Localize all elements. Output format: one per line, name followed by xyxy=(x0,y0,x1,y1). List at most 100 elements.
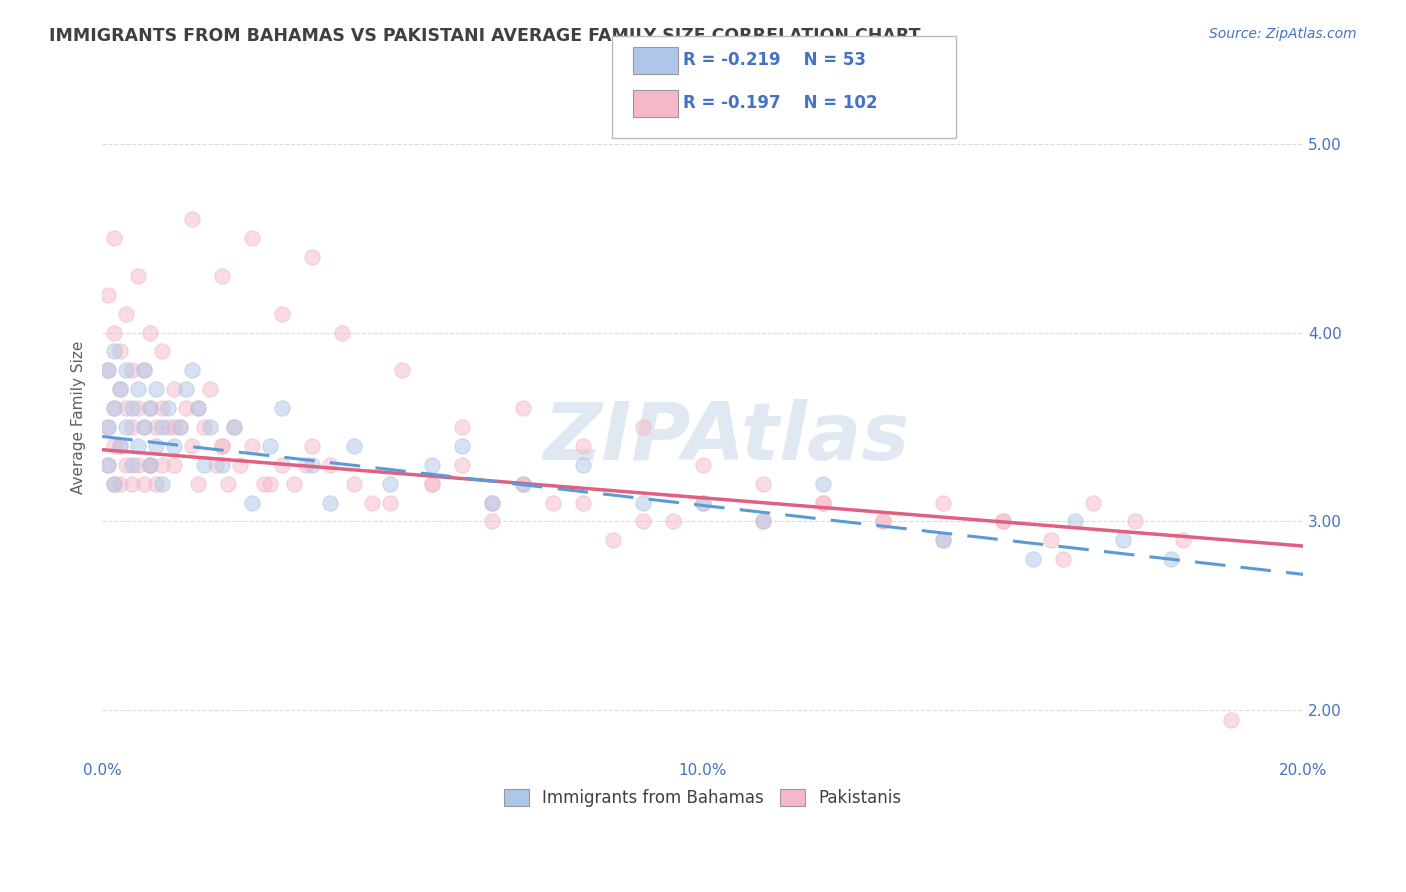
Point xyxy=(115,458,138,472)
Point xyxy=(240,231,263,245)
Point xyxy=(103,439,125,453)
Point xyxy=(139,326,162,340)
Point xyxy=(97,287,120,301)
Point xyxy=(169,420,191,434)
Point xyxy=(115,420,138,434)
Point xyxy=(1052,552,1074,566)
Point xyxy=(127,458,149,472)
Point xyxy=(872,515,894,529)
Point xyxy=(811,476,834,491)
Point xyxy=(451,439,474,453)
Point xyxy=(283,476,305,491)
Point xyxy=(751,515,773,529)
Point xyxy=(110,344,132,359)
Point xyxy=(97,420,120,434)
Point xyxy=(174,382,197,396)
Text: Source: ZipAtlas.com: Source: ZipAtlas.com xyxy=(1209,27,1357,41)
Point xyxy=(127,382,149,396)
Point xyxy=(631,495,654,509)
Point xyxy=(259,476,281,491)
Point xyxy=(145,439,167,453)
Point xyxy=(991,515,1014,529)
Point xyxy=(181,363,204,377)
Point xyxy=(115,401,138,416)
Point xyxy=(319,495,342,509)
Point xyxy=(991,515,1014,529)
Point xyxy=(110,439,132,453)
Point xyxy=(1081,495,1104,509)
Point xyxy=(211,439,233,453)
Point xyxy=(631,420,654,434)
Point xyxy=(200,382,222,396)
Point xyxy=(121,401,143,416)
Point xyxy=(134,363,156,377)
Point xyxy=(481,495,503,509)
Point xyxy=(1123,515,1146,529)
Point xyxy=(751,476,773,491)
Point xyxy=(602,533,624,548)
Point xyxy=(121,458,143,472)
Point xyxy=(361,495,384,509)
Point xyxy=(571,495,593,509)
Point xyxy=(139,401,162,416)
Point xyxy=(343,439,366,453)
Point xyxy=(134,420,156,434)
Point xyxy=(150,458,173,472)
Point xyxy=(692,458,714,472)
Point xyxy=(932,533,955,548)
Point xyxy=(169,420,191,434)
Point xyxy=(193,420,215,434)
Point xyxy=(200,420,222,434)
Point xyxy=(217,476,239,491)
Point xyxy=(103,476,125,491)
Point xyxy=(150,420,173,434)
Point xyxy=(187,401,209,416)
Point xyxy=(134,363,156,377)
Point xyxy=(1112,533,1135,548)
Point xyxy=(295,458,318,472)
Point xyxy=(127,268,149,283)
Text: R = -0.219    N = 53: R = -0.219 N = 53 xyxy=(683,51,866,69)
Point xyxy=(319,458,342,472)
Point xyxy=(259,439,281,453)
Point xyxy=(110,382,132,396)
Point xyxy=(872,515,894,529)
Point xyxy=(692,495,714,509)
Point xyxy=(481,515,503,529)
Point xyxy=(150,344,173,359)
Point xyxy=(451,458,474,472)
Point xyxy=(422,458,444,472)
Point xyxy=(181,439,204,453)
Point xyxy=(271,458,294,472)
Legend: Immigrants from Bahamas, Pakistanis: Immigrants from Bahamas, Pakistanis xyxy=(496,782,908,814)
Point xyxy=(115,307,138,321)
Y-axis label: Average Family Size: Average Family Size xyxy=(72,341,86,494)
Point xyxy=(343,476,366,491)
Point xyxy=(451,420,474,434)
Point xyxy=(422,476,444,491)
Point xyxy=(301,439,323,453)
Point xyxy=(127,401,149,416)
Point xyxy=(145,476,167,491)
Point xyxy=(301,458,323,472)
Point xyxy=(145,382,167,396)
Point xyxy=(97,458,120,472)
Point xyxy=(103,344,125,359)
Point xyxy=(150,401,173,416)
Point xyxy=(97,420,120,434)
Point xyxy=(512,476,534,491)
Point xyxy=(97,363,120,377)
Point xyxy=(121,363,143,377)
Point xyxy=(174,401,197,416)
Point xyxy=(240,439,263,453)
Text: R = -0.197    N = 102: R = -0.197 N = 102 xyxy=(683,94,877,112)
Point xyxy=(187,476,209,491)
Point xyxy=(157,420,180,434)
Point xyxy=(211,268,233,283)
Point xyxy=(631,515,654,529)
Point xyxy=(229,458,252,472)
Point xyxy=(811,495,834,509)
Point xyxy=(1022,552,1045,566)
Point xyxy=(139,458,162,472)
Point xyxy=(541,495,564,509)
